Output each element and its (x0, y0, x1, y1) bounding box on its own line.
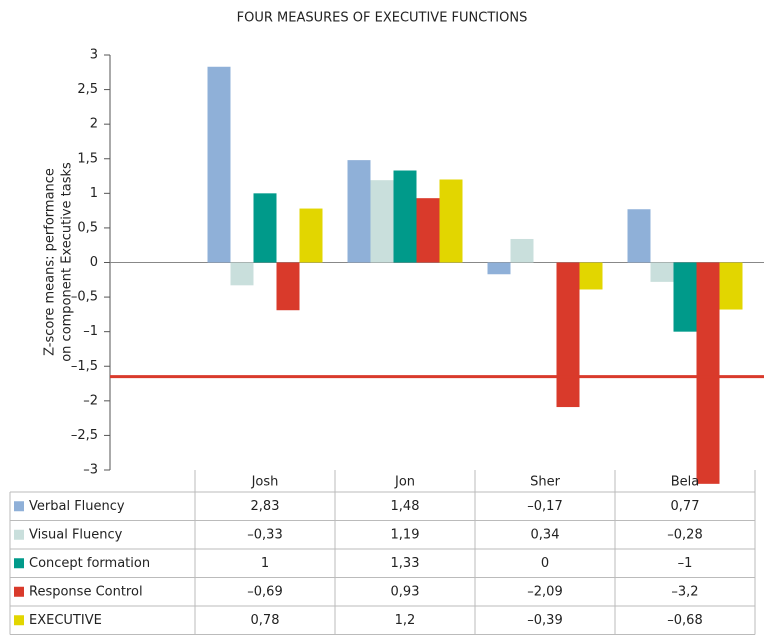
bar (650, 262, 674, 282)
bar (370, 180, 394, 263)
table-value: –0,17 (527, 499, 562, 514)
table-value: 1,33 (391, 556, 420, 571)
table-value: –0,33 (247, 527, 282, 542)
y-axis-label: Z-score means: performance (43, 168, 58, 356)
bar (719, 262, 743, 310)
y-tick-label: –3 (83, 463, 98, 478)
bar (487, 262, 511, 275)
bar (207, 66, 231, 263)
chart-title: FOUR MEASURES OF EXECUTIVE FUNCTIONS (237, 11, 528, 26)
legend-label: Verbal Fluency (29, 499, 125, 514)
table-value: 0,78 (251, 613, 280, 628)
bar (347, 160, 371, 263)
bar (556, 262, 580, 408)
table-value: 1,48 (391, 499, 420, 514)
table-value: 0 (541, 556, 549, 571)
y-tick-label: 0,5 (77, 220, 98, 235)
bar (393, 170, 417, 263)
table-value: –0,68 (667, 613, 702, 628)
table-value: –0,39 (527, 613, 562, 628)
bar (696, 262, 720, 484)
y-tick-label: 2,5 (77, 82, 98, 97)
table-value: 0,93 (391, 584, 420, 599)
y-tick-label: 3 (90, 48, 98, 63)
y-tick-label: 0 (90, 255, 98, 270)
table-value: 0,34 (531, 527, 560, 542)
legend-label: Visual Fluency (29, 527, 123, 542)
table-value: 2,83 (251, 499, 280, 514)
bar (673, 262, 697, 332)
legend-swatch (14, 558, 24, 569)
table-value: 1,2 (395, 613, 416, 628)
bar (579, 262, 603, 290)
y-tick-label: –1 (83, 324, 98, 339)
bar (299, 208, 323, 263)
y-tick-label: 2 (90, 117, 98, 132)
legend-label: Response Control (29, 584, 143, 599)
legend-swatch (14, 615, 24, 626)
y-tick-label: –2 (83, 393, 98, 408)
y-tick-label: 1 (90, 186, 98, 201)
table-value: –2,09 (527, 584, 562, 599)
table-value: 1,19 (391, 527, 420, 542)
y-axis-label: on component Executive tasks (60, 162, 75, 362)
table-value: –0,28 (667, 527, 702, 542)
bar (439, 179, 463, 263)
x-tick-label: Josh (251, 475, 279, 490)
legend-label: EXECUTIVE (29, 613, 102, 628)
legend-swatch (14, 529, 24, 540)
table-value: –1 (678, 556, 693, 571)
table-value: –3,2 (671, 584, 698, 599)
y-tick-label: –2,5 (71, 428, 98, 443)
legend-label: Concept formation (29, 556, 150, 571)
bar (416, 198, 440, 263)
bar (627, 209, 651, 263)
bar (253, 193, 277, 263)
table-value: 1 (261, 556, 269, 571)
x-tick-label: Sher (530, 475, 560, 490)
table-value: 0,77 (671, 499, 700, 514)
table-value: –0,69 (247, 584, 282, 599)
bar (276, 262, 300, 311)
y-tick-label: 1,5 (77, 151, 98, 166)
x-tick-label: Bela (671, 475, 700, 490)
legend-swatch (14, 586, 24, 597)
y-tick-label: –1,5 (71, 359, 98, 374)
bar (230, 262, 254, 286)
x-tick-label: Jon (394, 475, 415, 490)
legend-swatch (14, 501, 24, 512)
y-tick-label: –0,5 (71, 290, 98, 305)
bar (510, 238, 534, 263)
